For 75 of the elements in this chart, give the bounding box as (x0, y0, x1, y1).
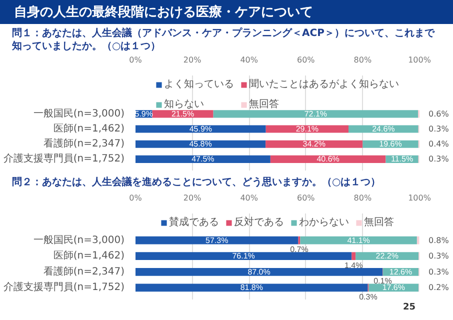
data-label: 0.3% (428, 124, 450, 134)
x-tick-label: 40% (240, 56, 258, 64)
y-tick-label: 介護支援専門員(n=1,752) (3, 152, 125, 165)
data-label: 47.5% (192, 154, 214, 164)
data-label: 0.3% (428, 154, 450, 164)
data-label: 72.1% (304, 109, 328, 118)
data-label: 29.1% (296, 124, 319, 134)
chart-subtitle: 問１：あなたは、人生会議（アドバンス・ケア・プランニング＜ACP＞）について、これまで知っていましたか。（○は１つ） (12, 27, 436, 53)
data-label: 17.6% (382, 283, 405, 292)
data-label: 11.5% (390, 154, 414, 164)
data-label: 76.1% (232, 252, 255, 261)
legend-label: 無回答 (364, 216, 394, 229)
x-tick-label: 100% (408, 56, 432, 64)
bar (300, 236, 417, 244)
y-tick-label: 一般国民(n=3,000) (33, 234, 125, 246)
data-label: 34.2% (302, 140, 326, 149)
y-tick-label: 一般国民(n=3,000) (33, 108, 125, 120)
x-tick-label: 0% (129, 194, 142, 202)
bar (213, 110, 418, 118)
bar (266, 140, 363, 148)
bar (136, 268, 383, 276)
data-label: 0.2% (428, 283, 450, 292)
y-tick-label: 医師(n=1,462) (53, 122, 125, 135)
bar (136, 155, 270, 163)
data-label: 45.8% (189, 140, 212, 149)
data-label: 19.6% (379, 140, 402, 149)
legend-label: 知らない (164, 98, 204, 110)
data-label: 24.6% (372, 124, 395, 134)
x-tick-label: 20% (183, 56, 202, 64)
data-label: 0.4% (428, 140, 450, 149)
data-label: 0.6% (428, 109, 450, 118)
bar (136, 140, 266, 148)
data-label: 81.8% (240, 283, 263, 292)
y-tick-label: 介護支援専門員(n=1,752) (3, 281, 125, 294)
data-label: 41.1% (347, 236, 370, 245)
bar (136, 252, 352, 260)
data-label: 45.9% (189, 124, 212, 134)
y-tick-label: 看護師(n=2,347) (43, 138, 125, 150)
data-label: 12.6% (389, 267, 412, 276)
legend-label: 反対である (234, 216, 284, 229)
y-tick-label: 看護師(n=2,347) (43, 265, 125, 278)
x-tick-label: 40% (240, 194, 258, 202)
x-tick-label: 80% (354, 194, 372, 202)
x-tick-label: 100% (408, 194, 432, 202)
legend-label: わからない (299, 216, 349, 229)
data-label: 40.6% (316, 154, 340, 164)
data-label: 57.3% (206, 236, 228, 245)
bar (136, 236, 298, 244)
chart-title: 問２：あなたは、人生会議を進めることについて、どう思いますか。（○は１つ） (12, 176, 381, 190)
legend-label: 賛成である (169, 216, 219, 229)
x-tick-label: 0% (129, 56, 142, 64)
bar (136, 284, 368, 292)
x-tick-label: 60% (297, 194, 316, 202)
x-tick-label: 60% (297, 56, 316, 64)
y-tick-label: 医師(n=1,462) (53, 250, 125, 262)
legend-label: よく知っている (164, 78, 234, 91)
data-label: 0.8% (428, 236, 450, 245)
data-label: 87.0% (248, 267, 270, 276)
chart-title: 自身の人生の最終段階における医療・ケアについて (14, 4, 313, 22)
data-label: 0.7% (290, 245, 308, 254)
legend-label: 聞いたことはあるがよく知らない (249, 78, 399, 91)
bar (270, 155, 386, 163)
data-label: 0.1% (374, 276, 392, 286)
bar (352, 252, 356, 260)
bar (136, 125, 266, 133)
legend-label: 無回答 (249, 98, 279, 111)
x-tick-label: 80% (354, 56, 372, 64)
data-label: 21.5% (171, 109, 194, 118)
data-label: 0.3% (359, 292, 378, 302)
text: 25 (402, 302, 416, 312)
x-tick-label: 20% (183, 194, 202, 202)
data-label: 1.4% (344, 260, 363, 270)
data-label: 0.3% (428, 252, 450, 261)
data-label: 0.3% (428, 267, 450, 276)
data-label: 22.2% (376, 252, 398, 261)
